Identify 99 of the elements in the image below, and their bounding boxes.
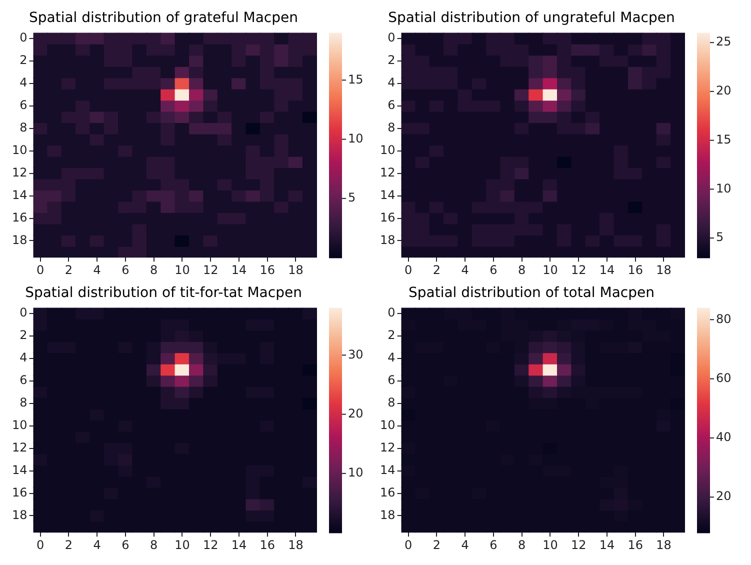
y-tick-label: 0 [388, 306, 396, 320]
color-bar-label: 30 [348, 347, 364, 362]
x-tick-label: 2 [432, 538, 441, 552]
y-tick-label: 2 [388, 328, 396, 342]
color-bar-label: 10 [348, 466, 364, 480]
x-tick-label: 0 [404, 538, 412, 552]
y-tick-label: 10 [12, 142, 28, 157]
color-bar-label: 60 [716, 370, 732, 385]
y-tick-label: 10 [12, 418, 28, 432]
chart-title: Spatial distribution of total Macpen [408, 285, 655, 302]
y-tick-label: 18 [12, 508, 28, 522]
y-tick-label: 0 [20, 30, 28, 45]
y-tick-label: 18 [380, 508, 396, 522]
x-tick-label: 8 [518, 262, 526, 277]
x-tick-label: 2 [64, 538, 73, 552]
x-tick-label: 10 [174, 262, 190, 277]
y-tick-label: 6 [20, 372, 28, 387]
x-tick-label: 14 [599, 538, 615, 552]
y-tick-label: 12 [380, 440, 396, 454]
y-tick-label: 18 [380, 232, 396, 247]
chart-title: Spatial distribution of grateful Macpen [28, 10, 298, 26]
x-tick-label: 4 [93, 262, 101, 277]
color-bar-label: 15 [348, 72, 364, 86]
color-bar-label: 40 [716, 430, 732, 444]
x-tick-label: 16 [628, 538, 643, 552]
y-tick-label: 2 [388, 53, 396, 68]
y-tick-label: 16 [12, 210, 28, 224]
y-tick-label: 8 [20, 120, 28, 134]
color-bar-label: 10 [716, 181, 732, 196]
y-tick-label: 12 [12, 165, 28, 180]
color-bar-label: 25 [716, 34, 732, 49]
x-tick-label: 12 [570, 538, 586, 552]
y-tick-label: 0 [20, 306, 28, 320]
y-tick-label: 4 [388, 76, 396, 90]
color-bar-label: 10 [348, 131, 364, 146]
y-tick-label: 14 [380, 462, 396, 477]
x-tick-label: 18 [656, 262, 672, 277]
y-tick-label: 6 [20, 98, 28, 112]
x-tick-label: 12 [570, 262, 586, 277]
x-tick-label: 10 [542, 538, 558, 552]
color-bar-label: 20 [716, 84, 732, 98]
x-tick-label: 0 [36, 538, 44, 552]
y-tick-label: 6 [388, 98, 396, 112]
y-tick-label: 6 [388, 372, 396, 387]
y-tick-label: 8 [388, 395, 396, 410]
y-tick-label: 8 [388, 120, 396, 134]
y-tick-label: 8 [20, 395, 28, 410]
x-tick-label: 4 [461, 538, 469, 552]
x-tick-label: 8 [150, 538, 158, 552]
y-tick-label: 10 [380, 142, 396, 157]
y-tick-label: 18 [12, 232, 28, 247]
x-tick-label: 4 [461, 262, 469, 277]
y-tick-label: 0 [388, 30, 396, 45]
chart-title: Spatial distribution of ungrateful Macpen [388, 10, 675, 26]
x-tick-label: 8 [518, 538, 526, 552]
y-tick-label: 16 [380, 485, 396, 500]
x-tick-label: 6 [490, 262, 498, 277]
x-tick-label: 14 [231, 262, 247, 277]
x-tick-label: 14 [599, 262, 615, 277]
y-tick-label: 14 [12, 188, 28, 202]
color-bar-label: 5 [348, 190, 356, 205]
x-tick-label: 8 [150, 262, 158, 277]
color-bar-label: 80 [716, 312, 732, 326]
x-tick-label: 0 [404, 262, 412, 277]
y-tick-label: 12 [380, 165, 396, 180]
x-tick-label: 0 [36, 262, 44, 277]
color-bar-label: 5 [716, 230, 724, 244]
y-tick-label: 16 [380, 210, 396, 224]
y-tick-label: 2 [20, 328, 28, 342]
x-tick-label: 16 [260, 538, 275, 552]
y-tick-label: 4 [20, 350, 28, 365]
color-bar-label: 20 [716, 489, 732, 504]
x-tick-label: 10 [542, 262, 558, 277]
color-bar-label: 15 [716, 132, 732, 146]
color-bar-label: 20 [348, 406, 364, 420]
y-tick-label: 14 [380, 188, 396, 202]
x-tick-label: 12 [202, 262, 218, 277]
x-tick-label: 6 [122, 262, 130, 277]
x-tick-label: 2 [64, 262, 73, 277]
x-tick-label: 2 [432, 262, 441, 277]
y-tick-label: 16 [12, 485, 28, 500]
x-tick-label: 18 [656, 538, 672, 552]
x-tick-label: 16 [628, 262, 643, 277]
y-tick-label: 4 [388, 350, 396, 365]
y-tick-label: 10 [380, 418, 396, 432]
y-tick-label: 14 [12, 462, 28, 477]
x-tick-label: 16 [260, 262, 275, 277]
x-tick-label: 18 [288, 538, 304, 552]
chart-title: Spatial distribution of tit-for-tat Macpen [25, 285, 302, 302]
x-tick-label: 4 [93, 538, 101, 552]
x-tick-label: 10 [174, 538, 190, 552]
x-tick-label: 6 [490, 538, 498, 552]
x-tick-label: 12 [202, 538, 218, 552]
x-tick-label: 18 [288, 262, 304, 277]
x-tick-label: 6 [122, 538, 130, 552]
y-tick-label: 4 [20, 76, 28, 90]
y-tick-label: 2 [20, 53, 28, 68]
x-tick-label: 14 [231, 538, 247, 552]
y-tick-label: 12 [12, 440, 28, 454]
